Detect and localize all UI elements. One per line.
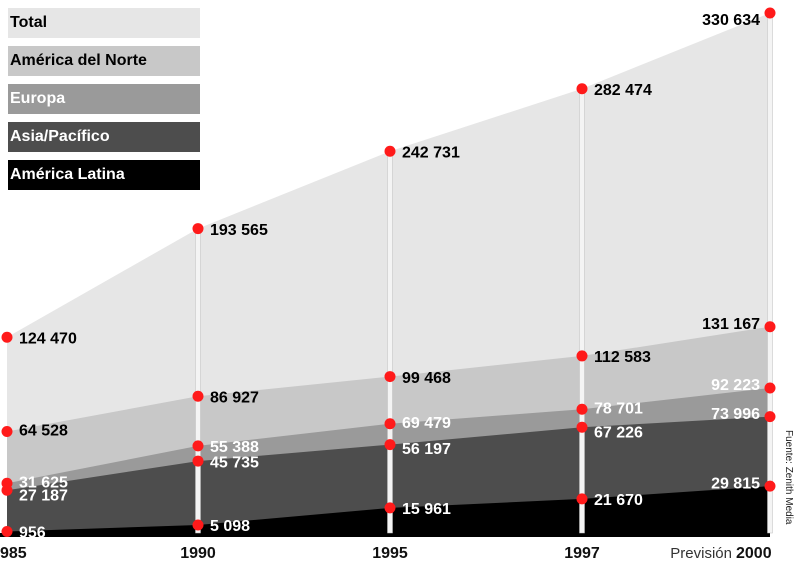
marker-america-del-norte-1995: [384, 371, 396, 383]
value-label-america-del-norte-1995: 99 468: [402, 370, 451, 387]
value-label-america-latina-985: 956: [19, 525, 46, 542]
x-tick-label-1997: 1997: [564, 545, 600, 562]
pole-1995: [387, 150, 393, 534]
value-label-asia-pacifico-1995: 56 197: [402, 441, 451, 458]
marker-asia-pacifico-1997: [576, 421, 588, 433]
pole-2000: [767, 12, 773, 534]
value-label-total-985: 124 470: [19, 330, 77, 347]
marker-america-latina-2000: [764, 480, 776, 492]
marker-asia-pacifico-1990: [192, 455, 204, 467]
label-layer: 124 470 193 565 242 731 282 474 330 634 64 52…: [19, 12, 760, 542]
x-tick-label-2000: 2000: [736, 545, 772, 562]
value-label-asia-pacifico-1990: 45 735: [210, 454, 259, 471]
legend-item-america-latina: América Latina: [8, 160, 200, 190]
value-label-america-del-norte-2000: 131 167: [702, 316, 760, 333]
marker-america-del-norte-1990: [192, 390, 204, 402]
pole-1997: [579, 88, 585, 534]
marker-asia-pacifico-1995: [384, 439, 396, 451]
value-label-america-latina-2000: 29 815: [711, 475, 760, 492]
value-label-europa-1995: 69 479: [402, 415, 451, 432]
value-label-america-del-norte-1997: 112 583: [594, 349, 651, 366]
pole-1990: [195, 228, 201, 534]
marker-america-del-norte-985: [1, 426, 13, 438]
x-axis: 985 1990 1995 1997 Previsión 2000: [0, 545, 772, 562]
value-label-total-1997: 282 474: [594, 82, 652, 99]
marker-europa-1995: [384, 418, 396, 430]
marker-america-latina-1990: [192, 519, 204, 531]
marker-total-2000: [764, 7, 776, 19]
value-label-america-del-norte-1990: 86 927: [210, 390, 259, 407]
marker-total-1990: [192, 223, 204, 235]
value-label-total-2000: 330 634: [702, 12, 760, 29]
value-label-total-1990: 193 565: [210, 222, 268, 239]
marker-america-del-norte-1997: [576, 350, 588, 362]
source-note: Fuente: Zenith Media: [783, 430, 794, 525]
legend-item-america-del-norte: América del Norte: [8, 46, 200, 76]
marker-total-985: [1, 331, 13, 343]
value-label-asia-pacifico-2000: 73 996: [711, 406, 760, 423]
legend-item-asia-pacifico: Asia/Pacífico: [8, 122, 200, 152]
legend-item-europa: Europa: [8, 84, 200, 114]
x-tick-label-1990: 1990: [180, 545, 216, 562]
value-label-europa-2000: 92 223: [711, 377, 760, 394]
legend-item-total: Total: [8, 8, 200, 38]
x-prefix-label: Previsión: [670, 545, 732, 562]
marker-europa-1997: [576, 403, 588, 415]
value-label-europa-1997: 78 701: [594, 400, 643, 417]
value-label-total-1995: 242 731: [402, 144, 460, 161]
x-tick-label-1995: 1995: [372, 545, 408, 562]
marker-layer: [1, 7, 776, 537]
marker-america-latina-1997: [576, 493, 588, 505]
value-label-america-latina-1997: 21 670: [594, 492, 643, 509]
marker-total-1995: [384, 145, 396, 157]
value-label-europa-985: 31 625: [19, 474, 68, 491]
marker-america-latina-985: [1, 525, 13, 537]
value-label-asia-pacifico-1997: 67 226: [594, 424, 643, 441]
value-label-america-del-norte-985: 64 528: [19, 423, 68, 440]
marker-europa-1990: [192, 440, 204, 452]
marker-america-latina-1995: [384, 502, 396, 514]
marker-europa-2000: [764, 382, 776, 394]
value-label-europa-1990: 55 388: [210, 439, 259, 456]
value-label-asia-pacifico-985: 27 187: [19, 487, 68, 504]
marker-asia-pacifico-985: [1, 484, 13, 496]
value-label-america-latina-1995: 15 961: [402, 501, 451, 518]
baseline: [0, 533, 770, 537]
value-label-america-latina-1990: 5 098: [210, 518, 250, 535]
marker-asia-pacifico-2000: [764, 411, 776, 423]
legend: Total América del Norte Europa Asia/Pací…: [8, 8, 200, 198]
x-tick-label-985: 985: [0, 545, 27, 562]
marker-america-del-norte-2000: [764, 321, 776, 333]
marker-total-1997: [576, 83, 588, 95]
